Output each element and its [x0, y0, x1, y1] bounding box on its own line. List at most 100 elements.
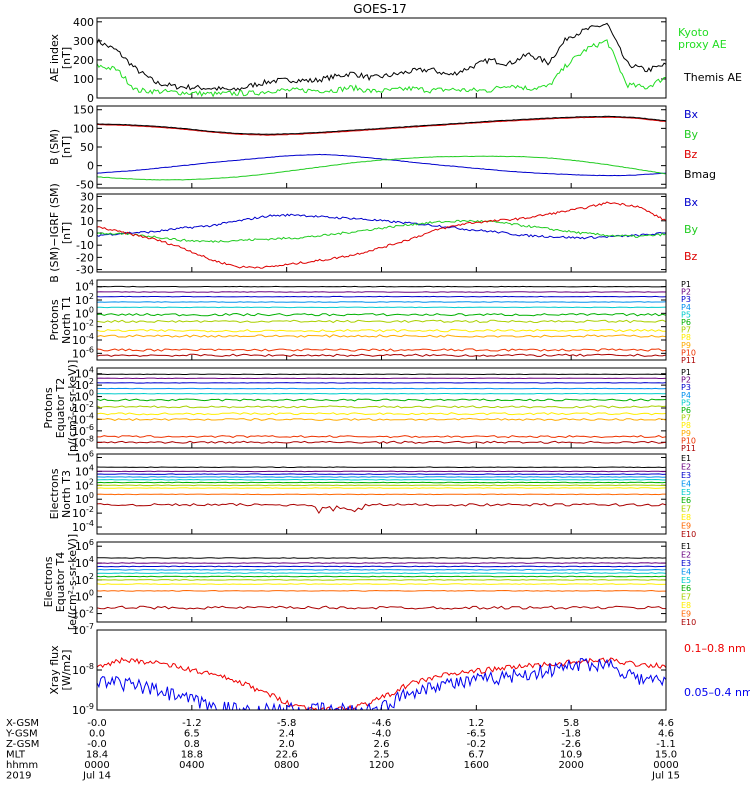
- y-tick-label: 0: [87, 227, 94, 240]
- series-line-P7: [97, 319, 666, 324]
- series-line-E4: [97, 476, 666, 478]
- legend-item: P9: [681, 341, 691, 350]
- series-line-P3: [97, 382, 666, 384]
- panel-frame: [96, 629, 667, 711]
- y-tick-label: 106: [75, 449, 94, 464]
- y-tick-label: 100: [73, 122, 94, 135]
- plot-area: [97, 557, 666, 610]
- legend-item: P1: [681, 280, 691, 289]
- legend-item: By: [684, 128, 699, 141]
- y-tick-label: 100: [73, 73, 94, 86]
- y-axis-label: Electrons: [48, 468, 61, 519]
- x-tick-label: 0.8: [184, 739, 200, 750]
- panel-frame: [96, 367, 667, 449]
- legend-item: Bz: [684, 148, 698, 161]
- panel-frame: [96, 193, 667, 273]
- legend-item: Bx: [684, 108, 699, 121]
- x-tick-label: 0000: [84, 760, 109, 771]
- y-axis-label: North T1: [60, 296, 73, 344]
- x-tick-label: 0400: [179, 760, 204, 771]
- legend-item: E7: [681, 593, 691, 602]
- y-tick-label: 100: [75, 491, 94, 506]
- y-tick-label: 400: [73, 16, 94, 29]
- y-axis-label: AE index: [48, 33, 61, 82]
- legend-item: P2: [681, 376, 691, 385]
- series-line-E6: [97, 481, 666, 484]
- legend-item: P4: [681, 303, 691, 312]
- y-tick-label: -30: [76, 264, 94, 277]
- series-line-P11: [97, 440, 666, 444]
- x-tick-label: 10.9: [560, 750, 582, 761]
- y-tick-label: 10-9: [72, 702, 94, 717]
- x-tick-label: -4.0: [372, 729, 392, 740]
- legend-item: 0.1–0.8 nm: [684, 642, 746, 655]
- series-line-E8: [97, 583, 666, 585]
- series-line-P4: [97, 301, 666, 303]
- y-tick-label: 300: [73, 35, 94, 48]
- series-line-E9: [97, 493, 666, 496]
- legend-item: P8: [681, 421, 691, 430]
- series-line-P10: [97, 348, 666, 352]
- legend-item: Bz: [684, 250, 698, 263]
- legend-item: P4: [681, 391, 691, 400]
- x-tick-label: 18.8: [181, 750, 203, 761]
- x-row-label: X-GSM: [6, 718, 39, 729]
- y-axis-label: Protons: [48, 299, 61, 340]
- x-tick-label: 15.0: [655, 750, 677, 761]
- legend-item: E4: [681, 567, 691, 576]
- x-tick-label: -1.8: [561, 729, 581, 740]
- panel-xray: 10-7 10-8 10-9 Xray flux [W/m2] 0.1–0.8 nm 0.0…: [48, 622, 750, 717]
- y-tick-label: 10-2: [72, 505, 94, 520]
- series-line-E1: [97, 557, 666, 559]
- x-tick-label: 2.4: [279, 729, 295, 740]
- legend-item: P10: [681, 348, 696, 357]
- series-line-E4: [97, 568, 666, 571]
- legend-item: P5: [681, 398, 691, 407]
- x-row-label: Y-GSM: [5, 729, 38, 740]
- y-axis-label: [W/m2]: [60, 650, 73, 691]
- series-line-P1: [97, 285, 666, 288]
- legend-item: By: [684, 223, 699, 236]
- legend-item: Bx: [684, 196, 699, 209]
- series-line: [97, 22, 666, 92]
- plot-area: [97, 656, 666, 710]
- y-axis-label: Equator T4: [54, 552, 67, 612]
- x-tick-label: 6.5: [184, 729, 200, 740]
- x-tick-label: 2.5: [374, 750, 390, 761]
- legend-item: P6: [681, 318, 691, 327]
- y-tick-label: 50: [80, 141, 94, 154]
- legend-item: E2: [681, 462, 691, 471]
- legend-item: E10: [681, 618, 696, 627]
- y-tick-label: -20: [76, 251, 94, 264]
- series-line: [97, 219, 666, 243]
- x-row-label: Z-GSM: [6, 739, 39, 750]
- series-line: [97, 657, 666, 710]
- y-axis-label: Xray flux: [48, 645, 61, 695]
- y-axis-label: [nT]: [60, 222, 73, 244]
- legend-item: P9: [681, 429, 691, 438]
- legend-item: Kyoto: [678, 26, 709, 39]
- x-tick-label: -0.2: [467, 739, 487, 750]
- legend-item: P11: [681, 444, 696, 453]
- y-axis-label: Protons: [42, 387, 55, 428]
- y-axis-label: Electrons: [42, 556, 55, 607]
- x-tick-label: -2.6: [561, 739, 581, 750]
- legend-item: E1: [681, 542, 691, 551]
- series-line-E10: [97, 605, 666, 610]
- legend-item: P11: [681, 356, 696, 365]
- x-tick-label: 4.6: [658, 718, 674, 729]
- x-tick-label: 2.0: [279, 739, 295, 750]
- series-line-E7: [97, 579, 666, 581]
- y-tick-label: -50: [76, 178, 94, 191]
- legend-item: E10: [681, 530, 696, 539]
- legend-item: P8: [681, 333, 691, 342]
- y-tick-label: 10-4: [72, 519, 94, 534]
- y-axis-label: [e/(cm²-s-sr-keV)]: [66, 534, 79, 630]
- legend-item: Bmag: [684, 168, 716, 181]
- series-line: [97, 155, 666, 181]
- panel-frame: [96, 453, 667, 535]
